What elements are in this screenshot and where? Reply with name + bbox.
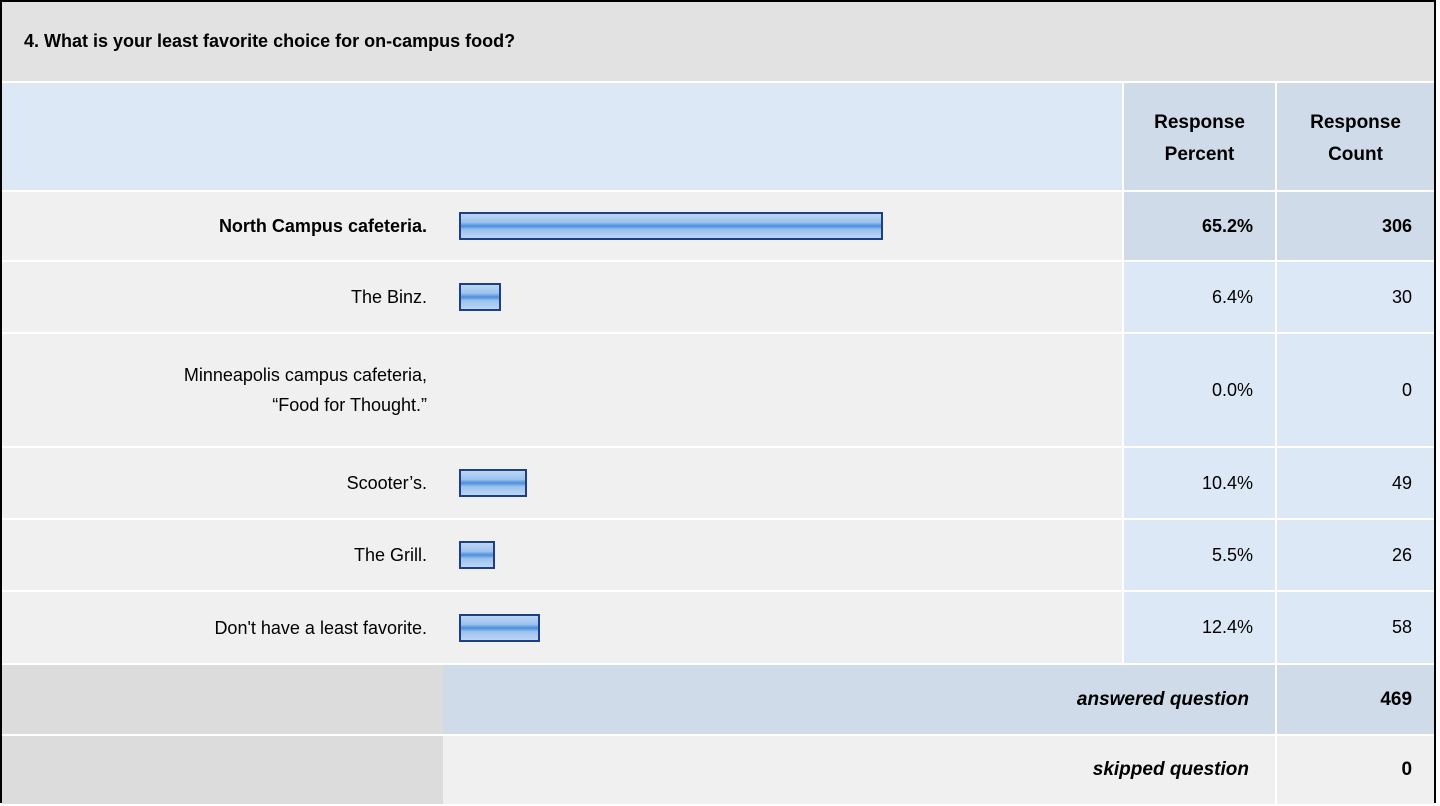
row-label: North Campus cafeteria. bbox=[2, 191, 443, 262]
skipped-question-value: 0 bbox=[1276, 735, 1435, 806]
skipped-question-label: skipped question bbox=[443, 735, 1277, 806]
row-label-line2: “Food for Thought.” bbox=[272, 395, 427, 415]
row-label: Don't have a least favorite. bbox=[2, 591, 443, 665]
bar bbox=[459, 541, 495, 569]
summary-blank bbox=[2, 735, 443, 806]
header-response-percent: Response Percent bbox=[1123, 82, 1277, 192]
header-blank bbox=[2, 82, 1124, 192]
question-title: 4. What is your least favorite choice fo… bbox=[2, 2, 1435, 83]
row-label: Minneapolis campus cafeteria, “Food for … bbox=[2, 333, 443, 448]
row-label: The Grill. bbox=[2, 519, 443, 592]
header-count-line1: Response bbox=[1310, 111, 1401, 133]
row-percent: 5.5% bbox=[1123, 519, 1277, 592]
row-label: Scooter’s. bbox=[2, 447, 443, 520]
summary-blank bbox=[2, 664, 443, 736]
answered-row: answered question 469 bbox=[2, 664, 1435, 736]
bar bbox=[459, 212, 883, 240]
bar-cell bbox=[443, 447, 1124, 520]
header-percent-line1: Response bbox=[1154, 111, 1245, 133]
table-row: The Binz. 6.4% 30 bbox=[2, 261, 1435, 334]
skipped-row: skipped question 0 bbox=[2, 735, 1435, 806]
bar-cell bbox=[443, 519, 1124, 592]
row-percent: 10.4% bbox=[1123, 447, 1277, 520]
table-row: Don't have a least favorite. 12.4% 58 bbox=[2, 591, 1435, 665]
row-count: 49 bbox=[1276, 447, 1435, 520]
table-row: Scooter’s. 10.4% 49 bbox=[2, 447, 1435, 520]
table-row: The Grill. 5.5% 26 bbox=[2, 519, 1435, 592]
row-count: 30 bbox=[1276, 261, 1435, 334]
row-label: The Binz. bbox=[2, 261, 443, 334]
bar-cell bbox=[443, 261, 1124, 334]
header-response-count: Response Count bbox=[1276, 82, 1435, 192]
table-row: Minneapolis campus cafeteria, “Food for … bbox=[2, 333, 1435, 448]
bar-cell bbox=[443, 191, 1124, 262]
header-percent-line2: Percent bbox=[1164, 143, 1235, 165]
answered-question-value: 469 bbox=[1276, 664, 1435, 736]
answered-question-label: answered question bbox=[443, 664, 1277, 736]
bar bbox=[459, 613, 540, 642]
row-percent: 6.4% bbox=[1123, 261, 1277, 334]
bar bbox=[459, 283, 501, 311]
table-row: North Campus cafeteria. 65.2% 306 bbox=[2, 191, 1435, 262]
bar-cell bbox=[443, 591, 1124, 665]
row-count: 306 bbox=[1276, 191, 1435, 262]
bar bbox=[459, 469, 527, 497]
row-percent: 65.2% bbox=[1123, 191, 1277, 262]
bar-cell bbox=[443, 333, 1124, 448]
row-label-line1: Minneapolis campus cafeteria, bbox=[183, 365, 427, 385]
header-count-line2: Count bbox=[1328, 143, 1383, 165]
row-count: 26 bbox=[1276, 519, 1435, 592]
row-count: 0 bbox=[1276, 333, 1435, 448]
row-percent: 0.0% bbox=[1123, 333, 1277, 448]
row-percent: 12.4% bbox=[1123, 591, 1277, 665]
row-count: 58 bbox=[1276, 591, 1435, 665]
